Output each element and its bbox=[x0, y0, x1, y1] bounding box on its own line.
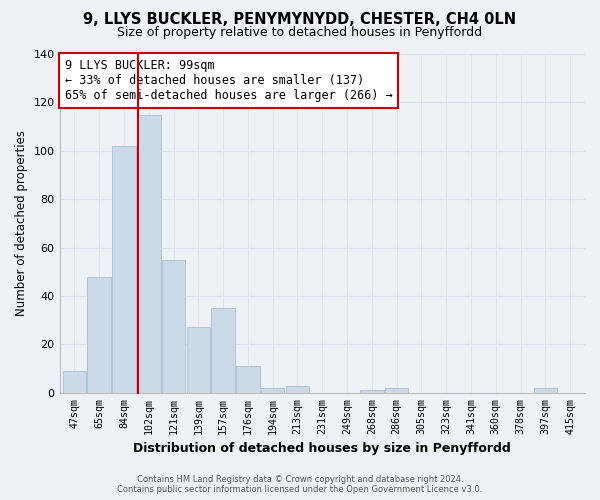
Bar bbox=[62, 371, 86, 393]
Text: 9 LLYS BUCKLER: 99sqm
← 33% of detached houses are smaller (137)
65% of semi-det: 9 LLYS BUCKLER: 99sqm ← 33% of detached … bbox=[65, 59, 392, 102]
Bar bbox=[533, 388, 557, 393]
Bar bbox=[187, 328, 210, 393]
Bar bbox=[360, 390, 383, 393]
Bar bbox=[211, 308, 235, 393]
Text: Contains HM Land Registry data © Crown copyright and database right 2024.
Contai: Contains HM Land Registry data © Crown c… bbox=[118, 474, 482, 494]
Bar bbox=[162, 260, 185, 393]
Bar bbox=[112, 146, 136, 393]
Y-axis label: Number of detached properties: Number of detached properties bbox=[15, 130, 28, 316]
X-axis label: Distribution of detached houses by size in Penyffordd: Distribution of detached houses by size … bbox=[133, 442, 511, 455]
Bar bbox=[385, 388, 409, 393]
Bar bbox=[137, 114, 161, 393]
Text: Size of property relative to detached houses in Penyffordd: Size of property relative to detached ho… bbox=[118, 26, 482, 39]
Text: 9, LLYS BUCKLER, PENYMYNYDD, CHESTER, CH4 0LN: 9, LLYS BUCKLER, PENYMYNYDD, CHESTER, CH… bbox=[83, 12, 517, 28]
Bar bbox=[261, 388, 284, 393]
Bar bbox=[88, 276, 111, 393]
Bar bbox=[286, 386, 309, 393]
Bar bbox=[236, 366, 260, 393]
